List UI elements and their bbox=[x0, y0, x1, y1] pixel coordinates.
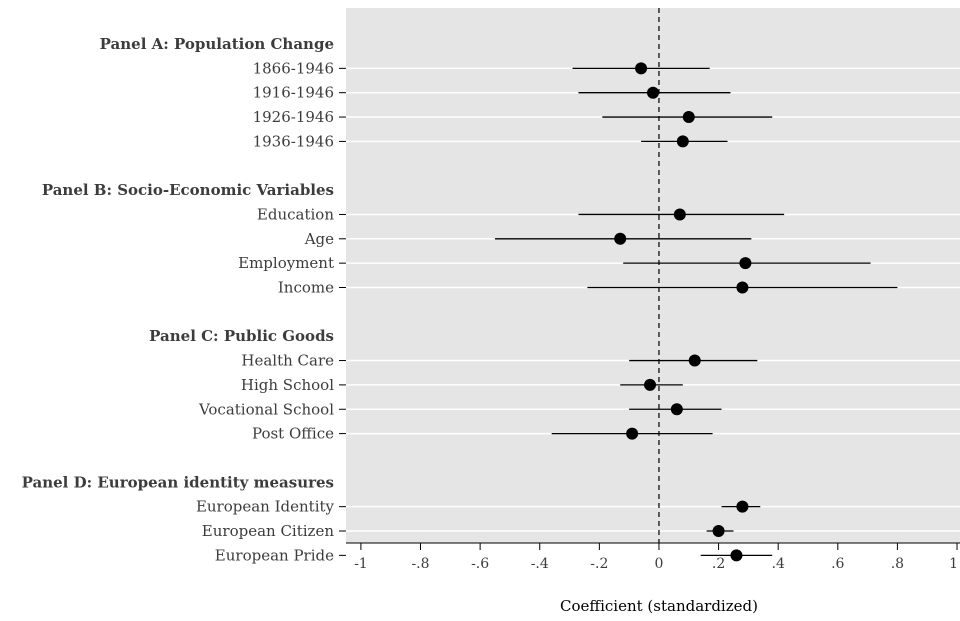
row-label: European Identity bbox=[196, 498, 335, 516]
x-tick-label: -1 bbox=[354, 556, 368, 572]
panel-header: Panel B: Socio-Economic Variables bbox=[42, 181, 334, 199]
x-axis-ticks: -1 -.8 -.6 -.4 -.2 0 .2 .4 .6 .8 1 bbox=[346, 542, 960, 572]
row-label: European Pride bbox=[215, 546, 334, 564]
point-estimate bbox=[730, 549, 743, 562]
row-label: Income bbox=[278, 279, 334, 297]
point-estimates bbox=[614, 62, 752, 562]
row-label: Health Care bbox=[241, 352, 334, 370]
x-tick-label: -.8 bbox=[411, 556, 429, 572]
x-tick-label: .4 bbox=[772, 556, 785, 572]
point-estimate bbox=[614, 232, 627, 245]
x-tick-label: .2 bbox=[712, 556, 725, 572]
row-label: 1936-1946 bbox=[253, 132, 334, 150]
row-label: Education bbox=[257, 205, 334, 223]
point-estimate bbox=[635, 62, 648, 75]
panel-header: Panel C: Public Goods bbox=[149, 327, 334, 345]
row-label: Post Office bbox=[252, 425, 334, 443]
point-estimate bbox=[712, 525, 725, 537]
x-tick-label: .6 bbox=[831, 556, 844, 572]
point-estimate bbox=[676, 135, 689, 148]
row-labels: Panel A: Population Change 1866-1946 1916-… bbox=[22, 35, 346, 564]
row-label: Age bbox=[304, 230, 334, 248]
panel-header: Panel D: European identity measures bbox=[22, 473, 334, 491]
x-tick-label: -.2 bbox=[590, 556, 608, 572]
x-tick-label: -.4 bbox=[531, 556, 549, 572]
point-estimate bbox=[673, 208, 686, 221]
point-estimate bbox=[736, 281, 749, 294]
x-tick-label: -.6 bbox=[471, 556, 489, 572]
row-label: Employment bbox=[238, 254, 334, 272]
point-estimate bbox=[736, 500, 749, 513]
row-label: 1926-1946 bbox=[253, 108, 334, 126]
row-label: High School bbox=[241, 376, 334, 394]
row-label: European Citizen bbox=[202, 522, 335, 540]
x-tick-label: .8 bbox=[891, 556, 904, 572]
point-estimate bbox=[644, 378, 657, 391]
x-axis-title: Coefficient (standardized) bbox=[560, 597, 758, 615]
row-label: 1916-1946 bbox=[253, 84, 334, 102]
point-estimate bbox=[670, 403, 683, 416]
point-estimate bbox=[688, 354, 701, 367]
x-tick-label: 1 bbox=[949, 556, 958, 572]
row-label: Vocational School bbox=[198, 400, 334, 418]
point-estimate bbox=[626, 427, 639, 440]
point-estimate bbox=[739, 257, 752, 270]
point-estimate bbox=[682, 111, 695, 124]
panel-header: Panel A: Population Change bbox=[100, 35, 334, 53]
row-label: 1866-1946 bbox=[253, 59, 334, 77]
x-tick-label: 0 bbox=[655, 556, 664, 572]
point-estimate bbox=[647, 86, 659, 99]
